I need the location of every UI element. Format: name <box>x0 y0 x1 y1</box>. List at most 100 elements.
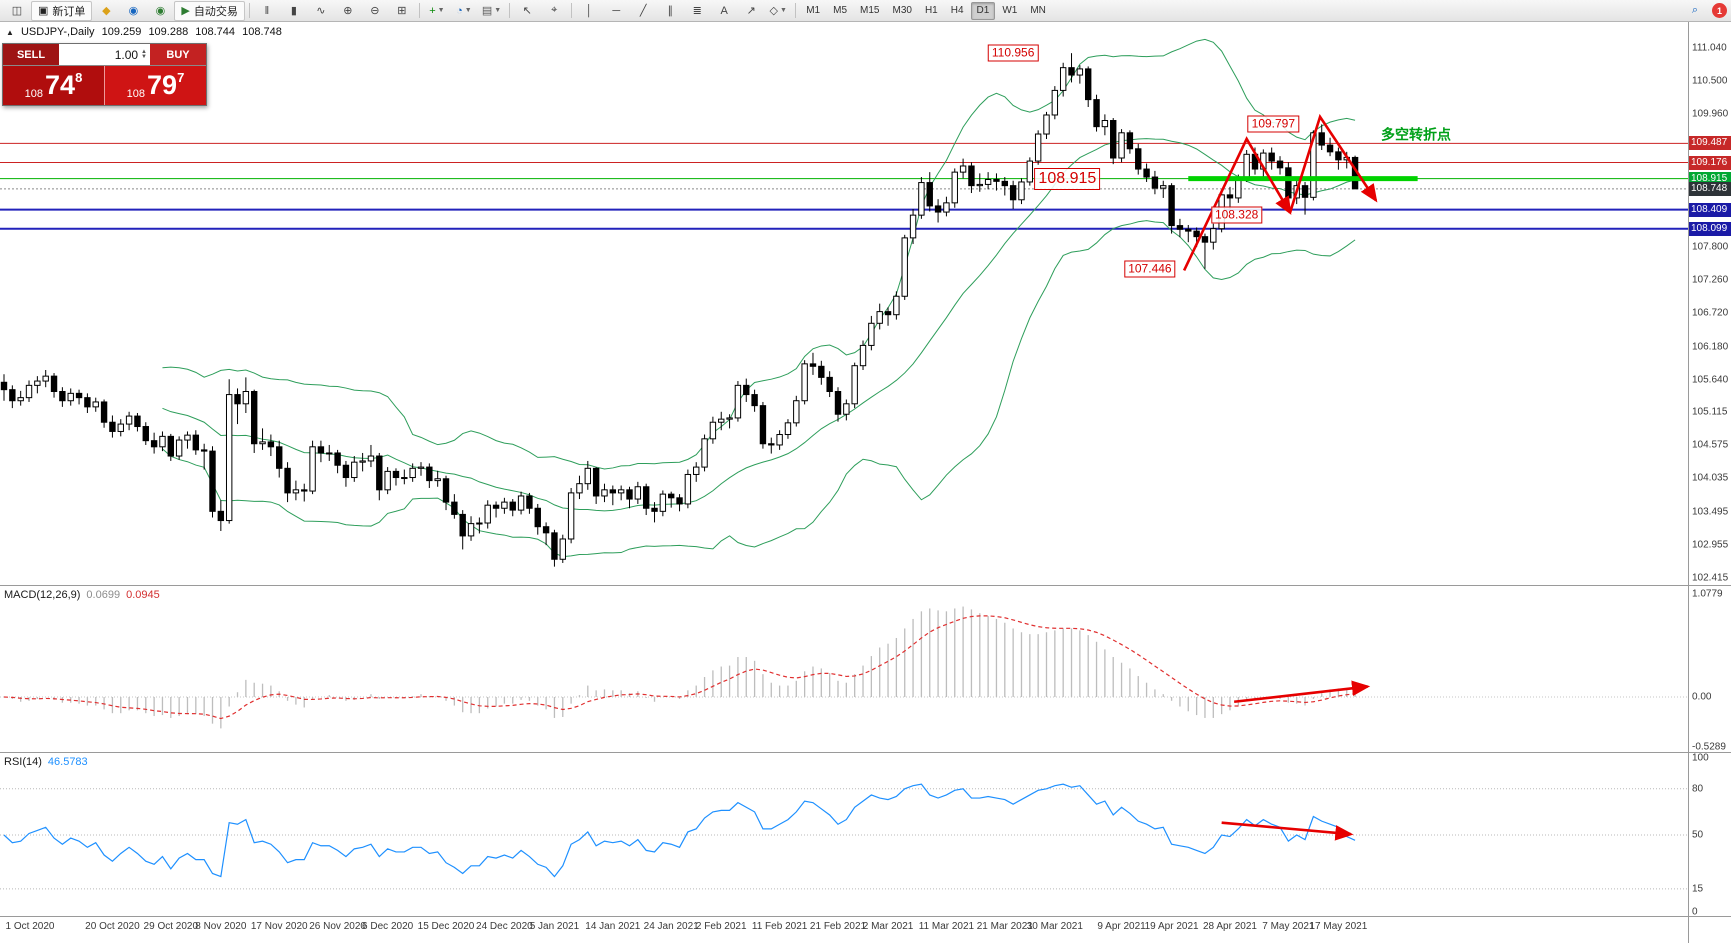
main-toolbar: ◫ ▣ 新订单 ◆ ◉ ◉ ▶ 自动交易 ‖ ▮ ∿ ⊕ ⊖ ⊞ + ▼ ◔ ▼ ▤ ▼ ↖ ⌖ │ ─ ╱ ∥ ≣ A ↗ ◇ ▼ M1 M5… <box>0 0 1731 22</box>
timeframe-h4[interactable]: H4 <box>950 5 964 16</box>
price-scale-label: 111.040 <box>1692 42 1727 54</box>
timeframe-h1[interactable]: H1 <box>924 5 938 16</box>
rsi-scale-label: 0 <box>1692 906 1698 918</box>
templates-icon: ▤ <box>481 5 493 17</box>
marketwatch-button[interactable]: ◆ <box>93 1 119 21</box>
price-scale-label: 107.260 <box>1692 274 1729 286</box>
rsi-name: RSI(14) <box>4 756 42 768</box>
date-axis-label: 9 Apr 2021 <box>1097 921 1146 932</box>
chart-bars-button[interactable]: ‖ <box>254 1 280 21</box>
chart-candles-button[interactable]: ▮ <box>281 1 307 21</box>
autotrading-button[interactable]: ▶ 自动交易 <box>174 0 245 21</box>
price-callout[interactable]: 107.446 <box>1124 260 1176 278</box>
zoom-in-button[interactable]: ⊕ <box>335 1 361 21</box>
data-window-icon: ◉ <box>128 5 139 17</box>
text-tool-button[interactable]: A <box>711 1 737 21</box>
price-badge: 108.409 <box>1689 202 1731 217</box>
chart-line-button[interactable]: ∿ <box>308 1 334 21</box>
timeframe-m15[interactable]: M15 <box>860 5 880 16</box>
trend-arrows[interactable] <box>1182 113 1378 841</box>
red-arrow-price[interactable] <box>1182 136 1292 272</box>
timeframe-m1[interactable]: M1 <box>806 5 821 16</box>
ask-prefix: 108 <box>126 88 146 100</box>
crosshair-button[interactable]: ⌖ <box>541 1 567 21</box>
turning-point-annotation[interactable]: 多空转折点 <box>1380 126 1451 143</box>
price-scale-label: 107.800 <box>1692 241 1729 253</box>
sell-button[interactable]: SELL <box>3 44 59 65</box>
volume-input[interactable]: 1.00 ▲ ▼ <box>59 44 150 65</box>
red-arrow-rsi[interactable] <box>1221 821 1354 841</box>
date-axis-label: 17 May 2021 <box>1309 921 1368 932</box>
ask-big-digits: 79 <box>147 70 178 100</box>
tile-windows-icon: ⊞ <box>397 5 407 17</box>
buy-button[interactable]: BUY <box>150 44 206 65</box>
indicators-add-button[interactable]: + ▼ <box>424 1 450 21</box>
chevron-down-icon: ▼ <box>464 7 472 14</box>
price-callout[interactable]: 108.328 <box>1210 206 1263 224</box>
timeframe-mn[interactable]: MN <box>1030 5 1046 16</box>
date-axis-label: 30 Mar 2021 <box>1026 921 1083 932</box>
rsi-scale-label: 100 <box>1692 752 1709 764</box>
new-order-label: 新订单 <box>52 5 86 18</box>
volume-spinner[interactable]: ▲ ▼ <box>141 48 147 60</box>
marketwatch-icon: ◆ <box>102 5 111 17</box>
search-icon[interactable]: ⌕ <box>1691 4 1699 16</box>
date-axis-label: 11 Feb 2021 <box>751 921 808 932</box>
date-axis-label: 6 Dec 2020 <box>362 921 414 932</box>
terminal-button[interactable]: ◉ <box>147 1 173 21</box>
templates-button[interactable]: ▤ ▼ <box>478 1 505 21</box>
new-chart-icon: ◫ <box>11 5 23 17</box>
price-scale-label: 103.495 <box>1692 506 1729 518</box>
timeframe-m30[interactable]: M30 <box>892 5 912 16</box>
toolbar-separator <box>571 3 573 18</box>
shapes-button[interactable]: ◇ ▼ <box>765 1 791 21</box>
timeframe-d1[interactable]: D1 <box>970 1 996 20</box>
ask-pip-digit: 7 <box>177 70 185 85</box>
bid-price-button[interactable]: 108 74 8 <box>3 66 104 105</box>
price-callout[interactable]: 108.915 <box>1034 167 1101 190</box>
date-axis-label: 7 May 2021 <box>1262 921 1315 932</box>
arrow-tool-button[interactable]: ↗ <box>738 1 764 21</box>
one-click-toggle-icon[interactable]: ▲ <box>6 28 14 37</box>
zoom-in-icon: ⊕ <box>343 5 353 17</box>
fibonacci-button[interactable]: ≣ <box>684 1 710 21</box>
red-arrow-macd[interactable] <box>1234 680 1371 704</box>
terminal-icon: ◉ <box>155 5 166 17</box>
new-order-button[interactable]: ▣ 新订单 <box>31 0 93 21</box>
date-axis-label: 2 Feb 2021 <box>695 921 747 932</box>
price-scale-label: 105.640 <box>1692 374 1729 386</box>
macd-signal-line <box>3 615 1356 720</box>
trend-line-button[interactable]: ╱ <box>630 1 656 21</box>
price-badge: 108.099 <box>1689 221 1731 236</box>
price-callout[interactable]: 109.797 <box>1247 115 1300 133</box>
toolbar-right-group: ⌕ 1 <box>1682 1 1727 21</box>
price-scale-label: 104.035 <box>1692 472 1729 484</box>
toolbar-separator <box>418 3 420 18</box>
notification-badge[interactable]: 1 <box>1712 3 1727 18</box>
ask-price-button[interactable]: 108 79 7 <box>104 66 206 105</box>
symbol-name: USDJPY-,Daily <box>20 26 95 38</box>
indicators-add-icon: + <box>429 4 436 17</box>
cursor-button[interactable]: ↖ <box>514 1 540 21</box>
horizontal-line-button[interactable]: ─ <box>603 1 629 21</box>
date-axis-label: 1 Oct 2020 <box>5 921 55 932</box>
timeframe-w1[interactable]: W1 <box>1002 5 1018 16</box>
new-chart-button[interactable]: ◫ <box>4 1 30 21</box>
data-window-button[interactable]: ◉ <box>120 1 146 21</box>
red-arrow-price[interactable] <box>1288 113 1378 214</box>
price-badge: 109.176 <box>1689 155 1731 170</box>
date-axis-label: 15 Dec 2020 <box>417 921 475 932</box>
periods-button[interactable]: ◔ ▼ <box>451 1 477 21</box>
price-scale-label: 106.720 <box>1692 307 1729 319</box>
periods-icon: ◔ <box>456 4 463 17</box>
timeframe-m5[interactable]: M5 <box>833 5 848 16</box>
price-callout[interactable]: 110.956 <box>987 44 1039 62</box>
vertical-line-button[interactable]: │ <box>576 1 602 21</box>
tile-windows-button[interactable]: ⊞ <box>389 1 415 21</box>
zoom-out-button[interactable]: ⊖ <box>362 1 388 21</box>
channel-button[interactable]: ∥ <box>657 1 683 21</box>
horizontal-line-objects[interactable] <box>0 142 1688 230</box>
price-badge: 108.748 <box>1689 181 1731 196</box>
